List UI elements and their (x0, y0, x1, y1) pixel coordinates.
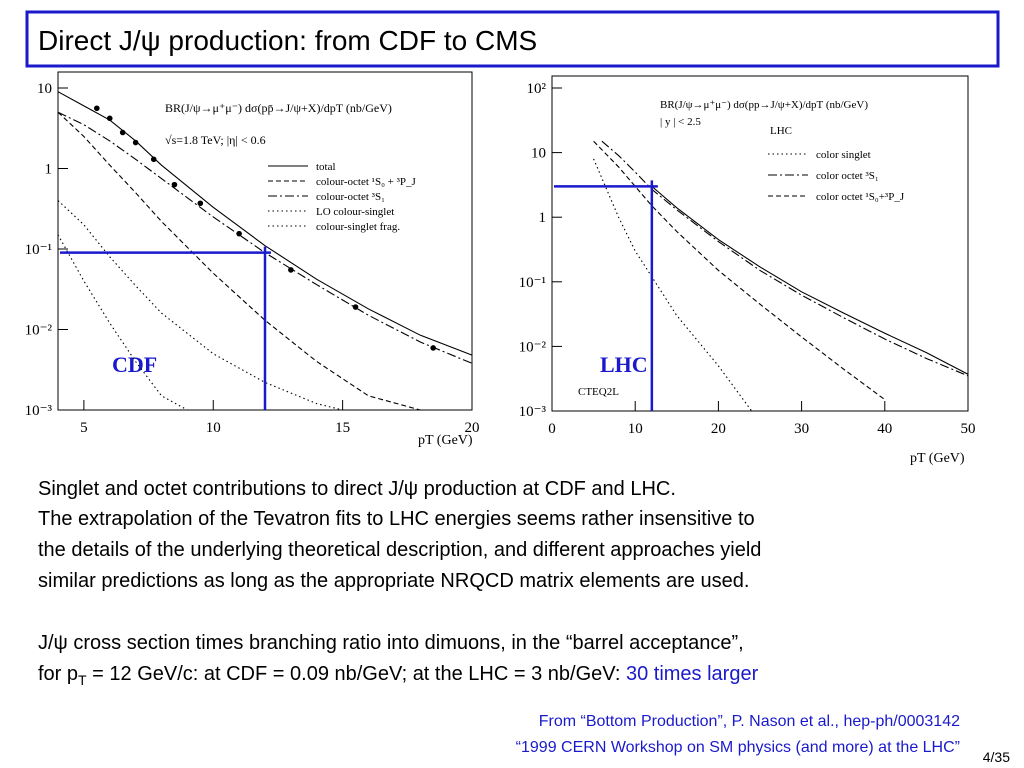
y-tick-label: 10⁻¹ (519, 275, 546, 291)
curve (593, 158, 753, 412)
annotation: √s=1.8 TeV; |η| < 0.6 (165, 133, 266, 147)
y-tick-label: 10⁻¹ (25, 242, 52, 258)
annotation: CTEQ2L (578, 386, 619, 398)
body-line: similar predictions as long as the appro… (38, 570, 749, 592)
legend-label: color octet ³S₁ (816, 170, 879, 182)
y-tick-label: 1 (539, 210, 547, 226)
legend-label: colour-octet ¹S₀ + ³P_J (316, 176, 417, 188)
curve (601, 140, 969, 377)
reference: From “Bottom Production”, P. Nason et al… (539, 713, 960, 730)
legend-label: color octet ¹S₀+³P_J (816, 191, 905, 203)
text: = 12 GeV/c: at CDF = 0.09 nb/GeV; at the… (87, 663, 626, 685)
curve (57, 111, 473, 364)
y-tick-label: 10⁻³ (25, 403, 53, 419)
body-line: the details of the underlying theoretica… (38, 539, 761, 561)
x-tick-label: 30 (794, 421, 809, 437)
y-tick-label: 10² (527, 81, 547, 97)
data-point (132, 139, 139, 146)
y-tick-label: 1 (45, 162, 53, 178)
x-axis-label: pT (GeV) (910, 451, 965, 466)
curve (57, 111, 421, 411)
legend-label: colour-octet ³S₁ (316, 191, 385, 203)
curve (57, 234, 188, 411)
legend-label: colour-singlet frag. (316, 221, 400, 233)
x-tick-label: 0 (548, 421, 556, 437)
data-point (352, 304, 359, 310)
subscript: T (78, 672, 87, 688)
y-tick-label: 10 (37, 81, 52, 97)
annotation: LHC (770, 125, 792, 137)
x-axis-label: pT (GeV) (418, 433, 473, 448)
x-tick-label: 40 (877, 421, 892, 437)
y-tick-label: 10 (531, 146, 546, 162)
text: for p (38, 663, 78, 685)
x-tick-label: 50 (961, 421, 976, 437)
chart-label: CDF (112, 352, 157, 377)
highlight: 30 times larger (626, 663, 759, 685)
curve (57, 91, 473, 356)
page-number: 4/35 (983, 749, 1010, 765)
data-point (119, 129, 126, 136)
y-tick-label: 10⁻² (25, 323, 53, 339)
x-tick-label: 5 (80, 420, 88, 436)
curve (651, 185, 969, 375)
legend-label: LO colour-singlet (316, 206, 394, 218)
curve (593, 140, 886, 401)
legend-label: color singlet (816, 149, 871, 161)
body-line: J/ψ cross section times branching ratio … (38, 632, 744, 654)
annotation: BR(J/ψ→μ⁺μ⁻) dσ(pp→J/ψ+X)/dpT (nb/GeV) (660, 99, 868, 111)
body-text: Singlet and octet contributions to direc… (38, 478, 761, 688)
data-point (150, 156, 157, 163)
x-tick-label: 10 (206, 420, 221, 436)
x-tick-label: 10 (628, 421, 643, 437)
y-tick-label: 10⁻³ (519, 404, 547, 420)
y-tick-label: 10⁻² (519, 339, 547, 355)
data-point (430, 345, 436, 351)
legend-label: total (316, 161, 336, 173)
data-point (197, 200, 204, 207)
chart-label: LHC (600, 352, 648, 377)
x-tick-label: 15 (335, 420, 350, 436)
data-point (236, 230, 242, 237)
body-line: for pT = 12 GeV/c: at CDF = 0.09 nb/GeV;… (38, 663, 759, 688)
x-tick-label: 20 (711, 421, 726, 437)
body-line: The extrapolation of the Tevatron fits t… (38, 508, 755, 530)
curve (57, 200, 343, 411)
plot-frame (551, 75, 969, 412)
title-box (25, 10, 1000, 68)
data-point (94, 105, 100, 112)
body-line: Singlet and octet contributions to direc… (38, 478, 676, 500)
annotation: | y | < 2.5 (660, 116, 701, 128)
reference: “1999 CERN Workshop on SM physics (and m… (516, 739, 960, 756)
data-point (106, 115, 113, 122)
x-tick-label: 20 (465, 420, 480, 436)
annotation: BR(J/ψ→μ⁺μ⁻) dσ(pp̄→J/ψ+X)/dpT (nb/GeV) (165, 101, 392, 115)
data-point (288, 267, 294, 273)
slide-title: Direct J/ψ production: from CDF to CMS (38, 25, 537, 56)
data-point (171, 181, 178, 188)
